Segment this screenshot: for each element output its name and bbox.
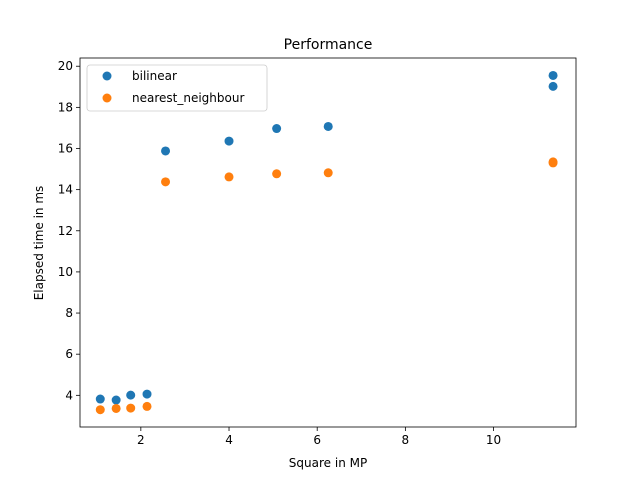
data-point <box>224 136 234 146</box>
legend-label: nearest_neighbour <box>132 91 244 105</box>
data-point <box>548 70 558 80</box>
data-point <box>548 158 558 168</box>
data-point <box>95 405 105 415</box>
legend-marker <box>102 93 112 103</box>
series-bilinear <box>95 70 558 405</box>
y-tick-label: 4 <box>65 388 73 402</box>
data-point <box>548 81 558 91</box>
legend-box <box>86 64 268 112</box>
y-tick-label: 8 <box>65 306 73 320</box>
y-tick-label: 12 <box>58 224 73 238</box>
x-tick-label: 6 <box>313 433 321 447</box>
y-tick-label: 20 <box>58 59 73 73</box>
data-point <box>142 401 152 411</box>
x-tick-label: 4 <box>225 433 233 447</box>
x-tick-label: 10 <box>486 433 501 447</box>
y-axis-label: Elapsed time in ms <box>32 186 46 301</box>
data-point <box>272 124 282 134</box>
data-point <box>95 394 105 404</box>
legend-label: bilinear <box>132 69 177 83</box>
data-point <box>111 395 121 405</box>
data-point <box>272 169 282 179</box>
y-tick-label: 14 <box>58 183 73 197</box>
data-point <box>161 177 171 187</box>
data-point <box>224 172 234 182</box>
x-axis-label: Square in MP <box>289 456 367 470</box>
x-tick-label: 2 <box>137 433 145 447</box>
legend-marker <box>102 71 112 81</box>
legend: bilinear nearest_neighbour <box>86 64 268 112</box>
data-point <box>126 390 136 400</box>
data-point <box>323 168 333 178</box>
data-point <box>323 121 333 131</box>
y-tick-label: 10 <box>58 265 73 279</box>
y-tick-label: 18 <box>58 100 73 114</box>
data-point <box>142 389 152 399</box>
data-point <box>161 146 171 156</box>
data-point <box>111 403 121 413</box>
plot-area: 2 4 6 8 10 4 6 8 10 12 14 16 18 20 <box>58 57 577 447</box>
x-tick-label: 8 <box>402 433 410 447</box>
series-nearest-neighbour <box>95 157 558 415</box>
y-tick-label: 6 <box>65 347 73 361</box>
data-point <box>126 403 136 413</box>
axes-frame <box>79 57 577 428</box>
chart-title: Performance <box>284 37 373 53</box>
y-tick-label: 16 <box>58 142 73 156</box>
